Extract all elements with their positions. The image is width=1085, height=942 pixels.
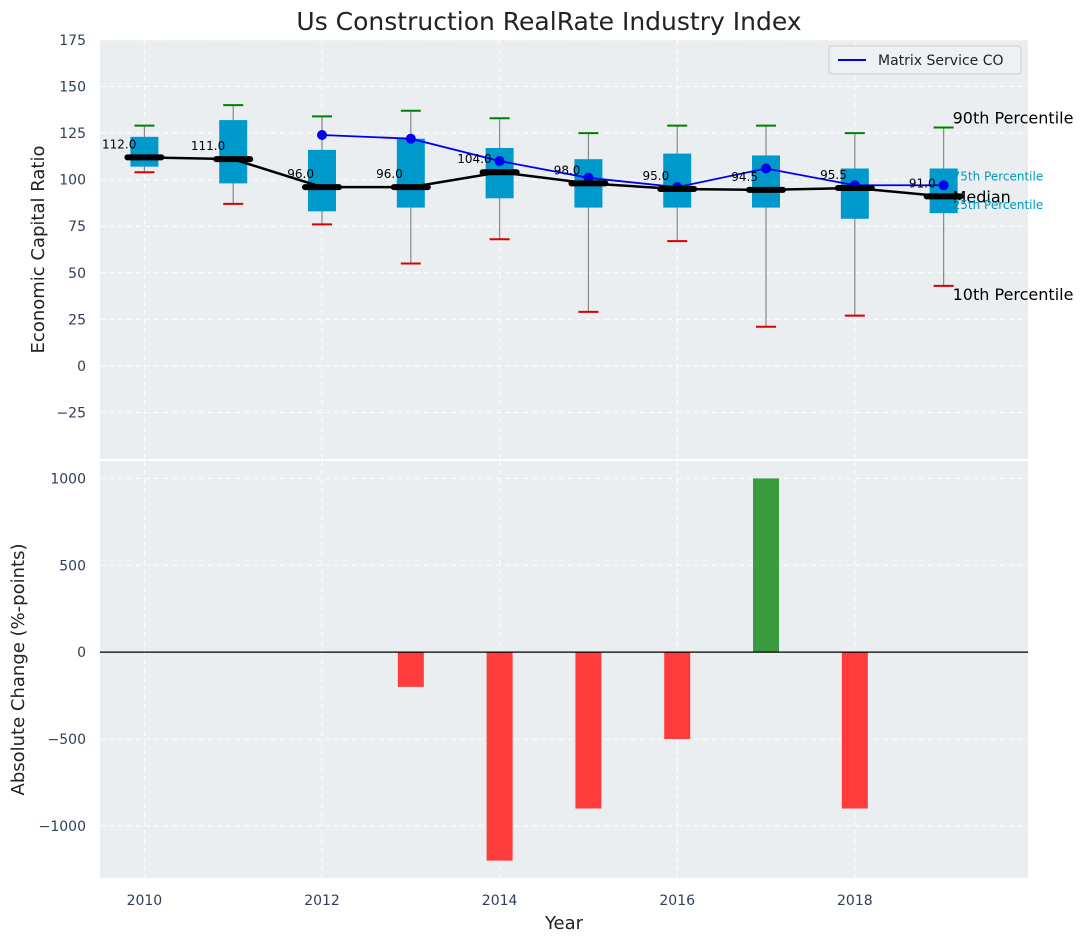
x-tick-label: 2018 <box>837 893 873 909</box>
change-bar <box>664 652 691 739</box>
top-panel: −25 0 25 50 75 100 125 150 175 112.0 111.0 96.0 96.… <box>28 33 1073 459</box>
median-value-label: 112.0 <box>102 137 136 151</box>
legend: Matrix Service CO <box>828 45 1022 75</box>
y-tick-label: 175 <box>59 33 86 49</box>
iqr-box <box>130 136 159 167</box>
box-plots <box>130 104 958 328</box>
change-bar <box>486 652 513 861</box>
company-point <box>583 172 594 183</box>
annotation-median: Median <box>953 187 1011 206</box>
x-axis-label: Year <box>544 913 584 934</box>
median-value-label: 96.0 <box>376 167 403 181</box>
company-point <box>938 180 949 191</box>
annotation-25th-percentile: 25th Percentile <box>953 198 1044 212</box>
iqr-box <box>396 138 425 208</box>
y-tick-label: 0 <box>77 645 86 661</box>
company-point <box>317 129 328 140</box>
y-tick-label: 150 <box>59 80 86 96</box>
y-tick-label: 125 <box>59 126 86 142</box>
company-point <box>494 156 505 167</box>
change-bar <box>397 652 424 687</box>
y-tick-label: 50 <box>68 266 86 282</box>
annotation-75th-percentile: 75th Percentile <box>953 169 1044 183</box>
x-tick-label: 2012 <box>304 893 340 909</box>
median-series: 112.0 111.0 96.0 96.0 104.0 98.0 95.0 94.5 95.5 9… <box>102 137 964 200</box>
median-value-label: 111.0 <box>191 139 225 153</box>
iqr-box <box>663 153 692 208</box>
x-ticks: 2010 2012 2014 2016 2018 <box>127 893 873 909</box>
y-tick-label: −25 <box>56 405 86 421</box>
iqr-box <box>929 168 958 214</box>
company-point <box>761 163 772 174</box>
change-bar <box>575 652 602 809</box>
y-tick-label: 25 <box>68 312 86 328</box>
annotation-10th-percentile: 10th Percentile <box>953 285 1074 304</box>
y-tick-label: −500 <box>48 732 86 748</box>
top-grid <box>100 39 1028 459</box>
bottom-panel: −1000 −500 0 500 1000 2010 2012 2014 2016 2018 A… <box>8 461 1028 934</box>
x-tick-label: 2010 <box>127 893 163 909</box>
median-value-label: 94.5 <box>731 170 758 184</box>
chart-title: Us Construction RealRate Industry Index <box>296 7 801 36</box>
y-tick-label: 0 <box>77 359 86 375</box>
iqr-box <box>840 168 869 219</box>
median-value-label: 95.0 <box>643 169 670 183</box>
company-line <box>321 134 944 189</box>
iqr-box <box>219 120 248 184</box>
y-tick-label: −1000 <box>39 819 86 835</box>
bottom-y-ticks: −1000 −500 0 500 1000 <box>39 471 86 835</box>
legend-label: Matrix Service CO <box>878 53 1004 69</box>
top-y-ticks: −25 0 25 50 75 100 125 150 175 <box>56 33 86 421</box>
median-line <box>144 156 944 198</box>
y-tick-label: 500 <box>59 558 86 574</box>
iqr-box <box>308 149 337 212</box>
legend-box <box>828 45 1022 75</box>
bottom-panel-background <box>100 461 1028 878</box>
change-bars <box>397 478 868 861</box>
percentile-annotations: 90th Percentile 75th Percentile Median 2… <box>953 109 1074 304</box>
top-panel-background <box>100 40 1028 459</box>
top-y-axis-label: Economic Capital Ratio <box>28 146 49 354</box>
y-tick-label: 75 <box>68 219 86 235</box>
y-tick-label: 1000 <box>50 471 86 487</box>
change-bar <box>841 652 868 809</box>
x-tick-label: 2014 <box>482 893 518 909</box>
median-value-label: 98.0 <box>554 163 581 177</box>
median-value-label: 91.0 <box>909 176 936 190</box>
company-point <box>405 133 416 144</box>
median-value-label: 96.0 <box>287 167 314 181</box>
y-tick-label: 100 <box>59 173 86 189</box>
bottom-y-axis-label: Absolute Change (%-points) <box>8 544 29 796</box>
change-bar <box>753 478 780 653</box>
median-value-label: 104.0 <box>457 152 491 166</box>
annotation-90th-percentile: 90th Percentile <box>953 109 1074 128</box>
x-tick-label: 2016 <box>659 893 695 909</box>
median-value-label: 95.5 <box>820 168 847 182</box>
